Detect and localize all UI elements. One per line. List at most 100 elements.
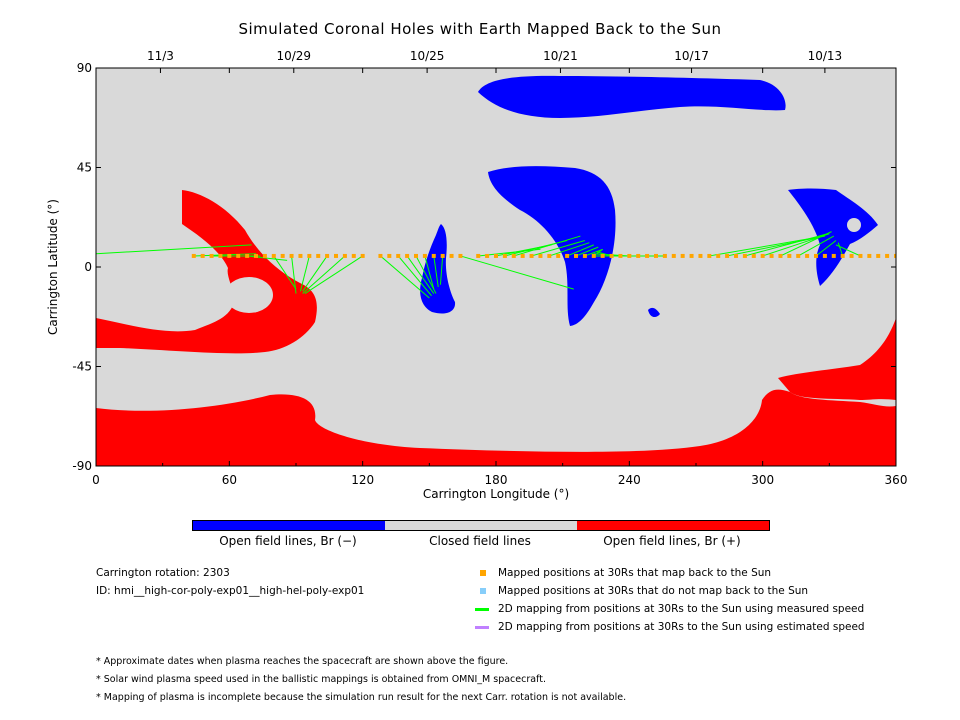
- mapped-point: [209, 253, 214, 258]
- mapped-point: [778, 253, 783, 258]
- mapped-point: [360, 253, 365, 258]
- mapped-point: [431, 253, 436, 258]
- mapped-point: [227, 253, 232, 258]
- x-tick-label: 240: [618, 473, 641, 487]
- mapped-point: [760, 253, 765, 258]
- x-tick-label: 120: [351, 473, 374, 487]
- mapped-point: [325, 253, 330, 258]
- mapped-point: [405, 253, 410, 258]
- mapped-point: [636, 253, 641, 258]
- mapped-point: [600, 253, 605, 258]
- mapped-point: [378, 253, 383, 258]
- mapped-point: [422, 253, 427, 258]
- mapped-point: [236, 253, 241, 258]
- run-id: ID: hmi__high-cor-poly-exp01__high-hel-p…: [96, 585, 365, 597]
- date-label: 10/29: [276, 49, 311, 63]
- mapped-point: [556, 253, 561, 258]
- colorbar-label-negative: Open field lines, Br (−): [219, 534, 357, 548]
- mapping-line: [96, 244, 252, 255]
- mapped-point: [494, 253, 498, 258]
- x-tick-label: 360: [885, 473, 908, 487]
- coronal-hole-map: 0 60 120 180 240 300 360 90 45 0 -45 -90 11/3 10/29 10…: [46, 49, 908, 501]
- mapped-point: [689, 253, 694, 258]
- mapped-swatch-icon: [480, 570, 486, 576]
- note-incomplete: * Mapping of plasma is incomplete becaus…: [96, 692, 627, 703]
- colorbar-label-positive: Open field lines, Br (+): [603, 534, 741, 548]
- x-tick-label: 180: [485, 473, 508, 487]
- mapping-line: [291, 255, 297, 294]
- negative-small-region: [648, 307, 660, 318]
- legend-measured: 2D mapping from positions at 30Rs to the…: [475, 603, 865, 615]
- unmapped-swatch-icon: [480, 588, 486, 594]
- note-dates: * Approximate dates when plasma reaches …: [96, 656, 509, 667]
- mapping-line: [424, 255, 435, 290]
- mapped-point: [191, 253, 196, 258]
- mapped-point: [742, 253, 747, 258]
- mapped-point: [876, 253, 881, 258]
- mapped-point: [387, 253, 392, 258]
- mapped-point: [440, 253, 445, 258]
- y-tick-label: -45: [72, 360, 92, 374]
- mapped-point: [262, 253, 267, 258]
- carrington-rotation: Carrington rotation: 2303: [96, 567, 230, 579]
- mapped-point: [769, 253, 774, 258]
- mapped-point: [671, 253, 676, 258]
- mapping-line: [584, 248, 603, 257]
- chart-title: Simulated Coronal Holes with Earth Mappe…: [238, 20, 722, 38]
- mapping-line: [575, 246, 599, 257]
- date-label: 10/13: [808, 49, 843, 63]
- mapping-line: [549, 242, 590, 257]
- mapped-point: [680, 253, 685, 258]
- mapped-point: [485, 253, 490, 258]
- mapped-point: [707, 253, 712, 258]
- negative-east-region: [788, 188, 878, 286]
- colorbar-label-closed: Closed field lines: [429, 534, 531, 548]
- mapped-point: [351, 253, 356, 258]
- mapped-point: [627, 253, 632, 258]
- mapped-point: [831, 253, 836, 258]
- mapped-point: [529, 253, 534, 258]
- mapped-point: [511, 253, 516, 258]
- mapped-point: [271, 253, 276, 258]
- x-tick-label: 0: [92, 473, 100, 487]
- date-label: 10/17: [674, 49, 709, 63]
- mapping-line: [815, 240, 837, 257]
- legend-estimated: 2D mapping from positions at 30Rs to the…: [475, 621, 865, 633]
- mapping-line: [302, 255, 346, 294]
- mapping-line: [727, 235, 825, 257]
- measured-swatch-icon: [475, 607, 489, 611]
- mapped-point: [280, 253, 285, 258]
- y-tick-label: -90: [72, 459, 92, 473]
- x-axis-title: Carrington Longitude (°): [423, 487, 569, 501]
- legend-mapped-label: Mapped positions at 30Rs that map back t…: [498, 567, 772, 579]
- mapped-point: [894, 253, 896, 258]
- mapped-point: [849, 253, 854, 258]
- y-tick-label: 0: [84, 260, 92, 274]
- mapped-point: [822, 253, 827, 258]
- mapping-line: [247, 255, 288, 261]
- mapped-point: [814, 253, 818, 258]
- mapped-point: [414, 253, 418, 258]
- mapping-line: [780, 231, 832, 257]
- mapped-point: [591, 253, 596, 258]
- mapping-line: [304, 255, 363, 294]
- closed-island-east: [847, 218, 861, 232]
- mapped-point: [698, 253, 703, 258]
- mapped-point: [334, 253, 338, 258]
- mapped-point: [520, 253, 525, 258]
- mapped-point: [254, 253, 258, 258]
- legend-measured-label: 2D mapping from positions at 30Rs to the…: [498, 603, 865, 615]
- mapping-line: [835, 244, 861, 257]
- mapping-line: [566, 244, 594, 257]
- mapping-line: [797, 235, 835, 257]
- x-tick-label: 300: [751, 473, 774, 487]
- mapped-point: [618, 253, 623, 258]
- mapped-point: [805, 253, 810, 258]
- y-axis-title: Carrington Latitude (°): [46, 199, 60, 335]
- mapped-point: [840, 253, 845, 258]
- negative-central-region: [488, 166, 616, 326]
- mapping-line: [406, 255, 435, 294]
- mapping-line: [380, 255, 430, 299]
- mapped-point: [298, 253, 303, 258]
- mapping-line: [837, 242, 844, 257]
